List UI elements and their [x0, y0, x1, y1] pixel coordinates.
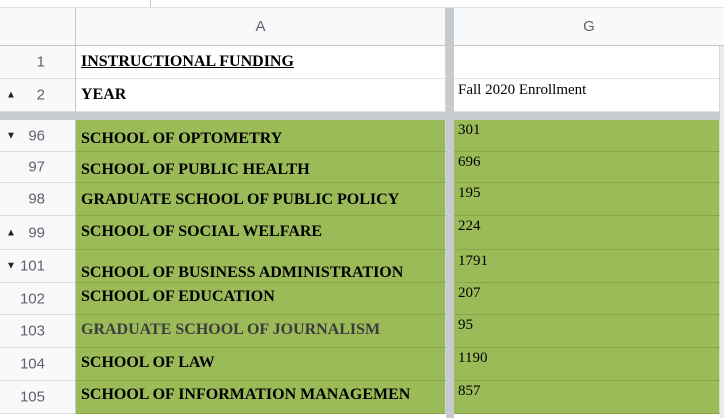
cell-text: SCHOOL OF OPTOMETRY	[81, 130, 283, 147]
cell-text: GRADUATE SCHOOL OF JOURNALISM	[81, 321, 381, 338]
cell-a-104[interactable]: SCHOOL OF LAW	[76, 348, 446, 381]
cell-g-97[interactable]: 696	[454, 152, 720, 183]
cell-g-103[interactable]: 95	[454, 315, 720, 348]
row-header-104[interactable]: 104	[0, 348, 76, 381]
column-header-a[interactable]: A	[76, 8, 446, 46]
cell-text: 195	[458, 185, 481, 201]
cell-text: 301	[458, 122, 481, 138]
frozen-rows-divider[interactable]	[0, 112, 724, 120]
row-header-105[interactable]: 105	[0, 381, 76, 414]
cell-a-101[interactable]: SCHOOL OF BUSINESS ADMINISTRATION	[76, 250, 446, 283]
cell-a-97[interactable]: SCHOOL OF PUBLIC HEALTH	[76, 152, 446, 183]
cell-text: 857	[458, 383, 481, 399]
cell-a-96[interactable]: SCHOOL OF OPTOMETRY	[76, 120, 446, 152]
cell-g-104[interactable]: 1190	[454, 348, 720, 381]
cell-text: SCHOOL OF PUBLIC HEALTH	[81, 161, 310, 178]
cell-g-105[interactable]: 857	[454, 381, 720, 414]
column-header-label: A	[255, 18, 266, 35]
row-header-99[interactable]: ▲ 99	[0, 216, 76, 250]
row-header-101[interactable]: ▼ 101	[0, 250, 76, 283]
cell-text: Fall 2020 Enrollment	[458, 82, 587, 98]
row-number: 99	[28, 224, 45, 241]
column-header-label: G	[583, 18, 595, 35]
row-header-97[interactable]: 97	[0, 152, 76, 183]
cell-g-101[interactable]: 1791	[454, 250, 720, 283]
column-header-g[interactable]: G	[454, 8, 724, 46]
cell-g-99[interactable]: 224	[454, 216, 720, 250]
cell-a-98[interactable]: GRADUATE SCHOOL OF PUBLIC POLICY	[76, 183, 446, 216]
cell-text: SCHOOL OF BUSINESS ADMINISTRATION	[81, 264, 404, 281]
row-number: 102	[19, 290, 45, 307]
row-header-98[interactable]: 98	[0, 183, 76, 216]
collapse-arrow-up-icon[interactable]: ▲	[6, 89, 16, 101]
cell-g-102[interactable]: 207	[454, 283, 720, 315]
row-number: 104	[19, 355, 45, 373]
cell-text: 224	[458, 218, 481, 234]
cell-a-103[interactable]: GRADUATE SCHOOL OF JOURNALISM	[76, 315, 446, 348]
row-number: 98	[28, 190, 45, 208]
cell-g-1[interactable]	[454, 46, 720, 79]
cell-text: SCHOOL OF INFORMATION MANAGEMEN	[81, 386, 411, 403]
row-number: 101	[19, 257, 45, 275]
select-all-corner[interactable]	[0, 8, 76, 46]
cell-text: YEAR	[81, 86, 127, 103]
cell-a-102[interactable]: SCHOOL OF EDUCATION	[76, 283, 446, 315]
toolbar-divider	[150, 0, 151, 7]
cell-a-1[interactable]: INSTRUCTIONAL FUNDING	[76, 46, 446, 79]
row-header-96[interactable]: ▼ 96	[0, 120, 76, 152]
row-header-103[interactable]: 103	[0, 315, 76, 348]
row-number: 103	[19, 322, 45, 340]
row-number: 2	[36, 86, 45, 104]
cell-text: SCHOOL OF LAW	[81, 354, 215, 371]
cell-a-99[interactable]: SCHOOL OF SOCIAL WELFARE	[76, 216, 446, 250]
cell-g-96[interactable]: 301	[454, 120, 720, 152]
row-header-102[interactable]: 102	[0, 283, 76, 315]
row-number: 105	[19, 388, 45, 406]
expand-arrow-down-icon[interactable]: ▼	[6, 260, 16, 272]
cell-text: 1791	[458, 253, 488, 269]
cell-text: 207	[458, 285, 481, 301]
cell-a-2[interactable]: YEAR	[76, 79, 446, 112]
cell-a-105[interactable]: SCHOOL OF INFORMATION MANAGEMEN	[76, 381, 446, 414]
row-number: 96	[28, 127, 45, 144]
grid-right-edge	[720, 46, 724, 418]
toolbar-strip	[0, 0, 724, 8]
cell-g-98[interactable]: 195	[454, 183, 720, 216]
cell-text: 1190	[458, 350, 488, 366]
cell-text: SCHOOL OF SOCIAL WELFARE	[81, 223, 323, 240]
cell-text: SCHOOL OF EDUCATION	[81, 288, 275, 305]
cell-text: GRADUATE SCHOOL OF PUBLIC POLICY	[81, 191, 400, 208]
cell-text: INSTRUCTIONAL FUNDING	[81, 53, 294, 70]
cell-g-2[interactable]: Fall 2020 Enrollment	[454, 79, 720, 112]
row-number: 1	[36, 53, 45, 71]
collapse-arrow-up-icon[interactable]: ▲	[6, 227, 16, 238]
hidden-columns-divider[interactable]	[446, 8, 454, 418]
row-number: 97	[28, 158, 45, 176]
row-header-1[interactable]: 1	[0, 46, 76, 79]
expand-arrow-down-icon[interactable]: ▼	[6, 130, 16, 141]
cell-text: 696	[458, 154, 481, 170]
cell-text: 95	[458, 317, 473, 333]
row-header-2[interactable]: ▲ 2	[0, 79, 76, 112]
